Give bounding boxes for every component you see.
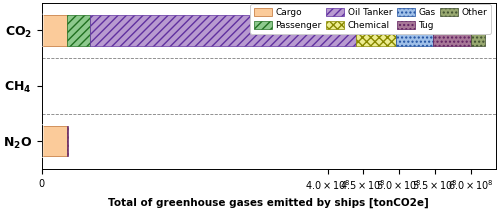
- Bar: [42, 126, 66, 156]
- Bar: [66, 15, 90, 46]
- Bar: [90, 15, 356, 46]
- Bar: [42, 15, 66, 46]
- Bar: [470, 15, 485, 46]
- Bar: [432, 15, 470, 46]
- Bar: [396, 15, 432, 46]
- X-axis label: Total of greenhouse gases emitted by ships [tonCO2e]: Total of greenhouse gases emitted by shi…: [108, 198, 429, 208]
- Legend: Cargo, Passenger, Oil Tanker, Chemical, Gas, Tug, Other: Cargo, Passenger, Oil Tanker, Chemical, …: [250, 4, 491, 34]
- Bar: [66, 126, 68, 156]
- Bar: [356, 15, 396, 46]
